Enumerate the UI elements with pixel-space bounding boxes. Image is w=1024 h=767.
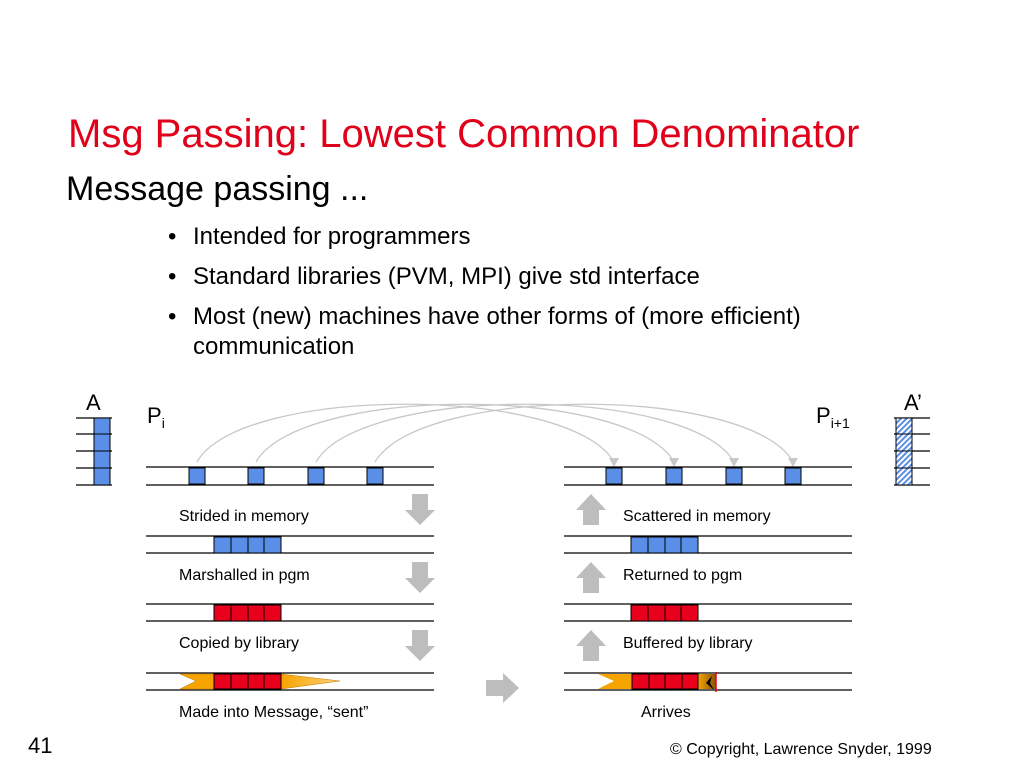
- data-cell: [784, 467, 802, 485]
- library-cells-right: [630, 604, 699, 622]
- message-right: [598, 672, 717, 692]
- proc-right-subscript: i+1: [831, 415, 850, 431]
- data-cell: [307, 467, 325, 485]
- slide-title: Msg Passing: Lowest Common Denominator: [68, 112, 860, 156]
- array-cell: [93, 417, 111, 435]
- marshalled-cells-left: [213, 536, 282, 554]
- transfer-arcs: [196, 403, 794, 463]
- stage-caption: Scattered in memory: [623, 508, 771, 525]
- bullet-item: Intended for programmers: [168, 222, 948, 252]
- memory-strips: [146, 466, 852, 691]
- stage-caption: Returned to pgm: [623, 567, 742, 584]
- stage-caption: Arrives: [641, 704, 691, 721]
- data-cell: [605, 467, 623, 485]
- arc-arrowheads: [609, 458, 798, 467]
- down-arrow-icon: [405, 494, 435, 661]
- array-a: A: [76, 390, 112, 486]
- library-cells-left: [213, 604, 282, 622]
- strided-cells: [188, 467, 384, 485]
- proc-left-label: Pi: [147, 403, 165, 431]
- up-arrow-icon: [576, 494, 606, 661]
- array-cell: [895, 433, 913, 452]
- array-a-label: A: [86, 390, 101, 415]
- stage-caption: Made into Message, “sent”: [179, 704, 368, 721]
- bullet-list: Intended for programmers Standard librar…: [168, 222, 948, 372]
- page-number: 41: [28, 733, 53, 758]
- data-cell: [366, 467, 384, 485]
- data-cell: [247, 467, 265, 485]
- transfer-arc: [255, 403, 675, 463]
- returned-cells-right: [630, 536, 699, 554]
- stage-captions: Strided in memory Marshalled in pgm Copi…: [179, 508, 771, 721]
- data-cell: [665, 467, 683, 485]
- data-cell: [725, 467, 743, 485]
- bullet-item: Most (new) machines have other forms of …: [168, 302, 948, 362]
- array-a-prime: A’: [894, 390, 930, 486]
- stage-caption: Copied by library: [179, 635, 299, 652]
- transfer-arc: [315, 403, 735, 463]
- array-cell: [895, 467, 913, 486]
- proc-right-label: Pi+1: [816, 403, 850, 431]
- right-arrow-icon: [486, 673, 519, 703]
- proc-left-subscript: i: [162, 415, 165, 431]
- transfer-arc: [374, 403, 794, 463]
- array-cell: [895, 417, 913, 435]
- array-cell: [93, 433, 111, 452]
- array-cell: [93, 467, 111, 486]
- scattered-cells: [605, 467, 802, 485]
- transfer-arc: [196, 403, 615, 463]
- stage-caption: Marshalled in pgm: [179, 567, 310, 584]
- array-cell: [895, 450, 913, 469]
- bullet-item: Standard libraries (PVM, MPI) give std i…: [168, 262, 948, 292]
- slide-subtitle: Message passing ...: [66, 170, 369, 208]
- copyright-notice: © Copyright, Lawrence Snyder, 1999: [670, 741, 932, 758]
- message-left: [179, 673, 341, 690]
- array-a-prime-label: A’: [904, 390, 922, 415]
- data-cell: [188, 467, 206, 485]
- stage-caption: Strided in memory: [179, 508, 309, 525]
- array-cell: [93, 450, 111, 469]
- stage-caption: Buffered by library: [623, 635, 753, 652]
